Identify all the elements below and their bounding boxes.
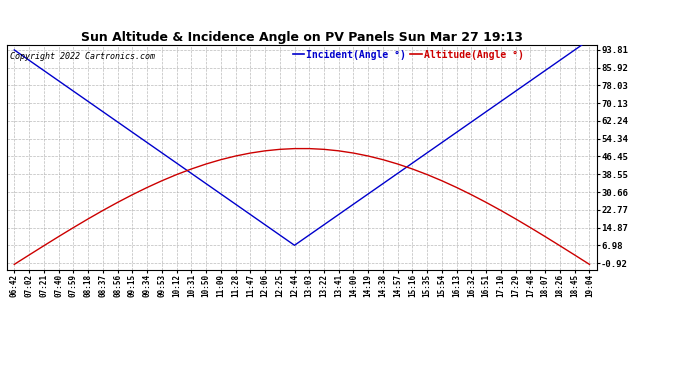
Text: Copyright 2022 Cartronics.com: Copyright 2022 Cartronics.com: [10, 52, 155, 61]
Legend: Incident(Angle °), Altitude(Angle °): Incident(Angle °), Altitude(Angle °): [293, 50, 524, 60]
Title: Sun Altitude & Incidence Angle on PV Panels Sun Mar 27 19:13: Sun Altitude & Incidence Angle on PV Pan…: [81, 31, 523, 44]
